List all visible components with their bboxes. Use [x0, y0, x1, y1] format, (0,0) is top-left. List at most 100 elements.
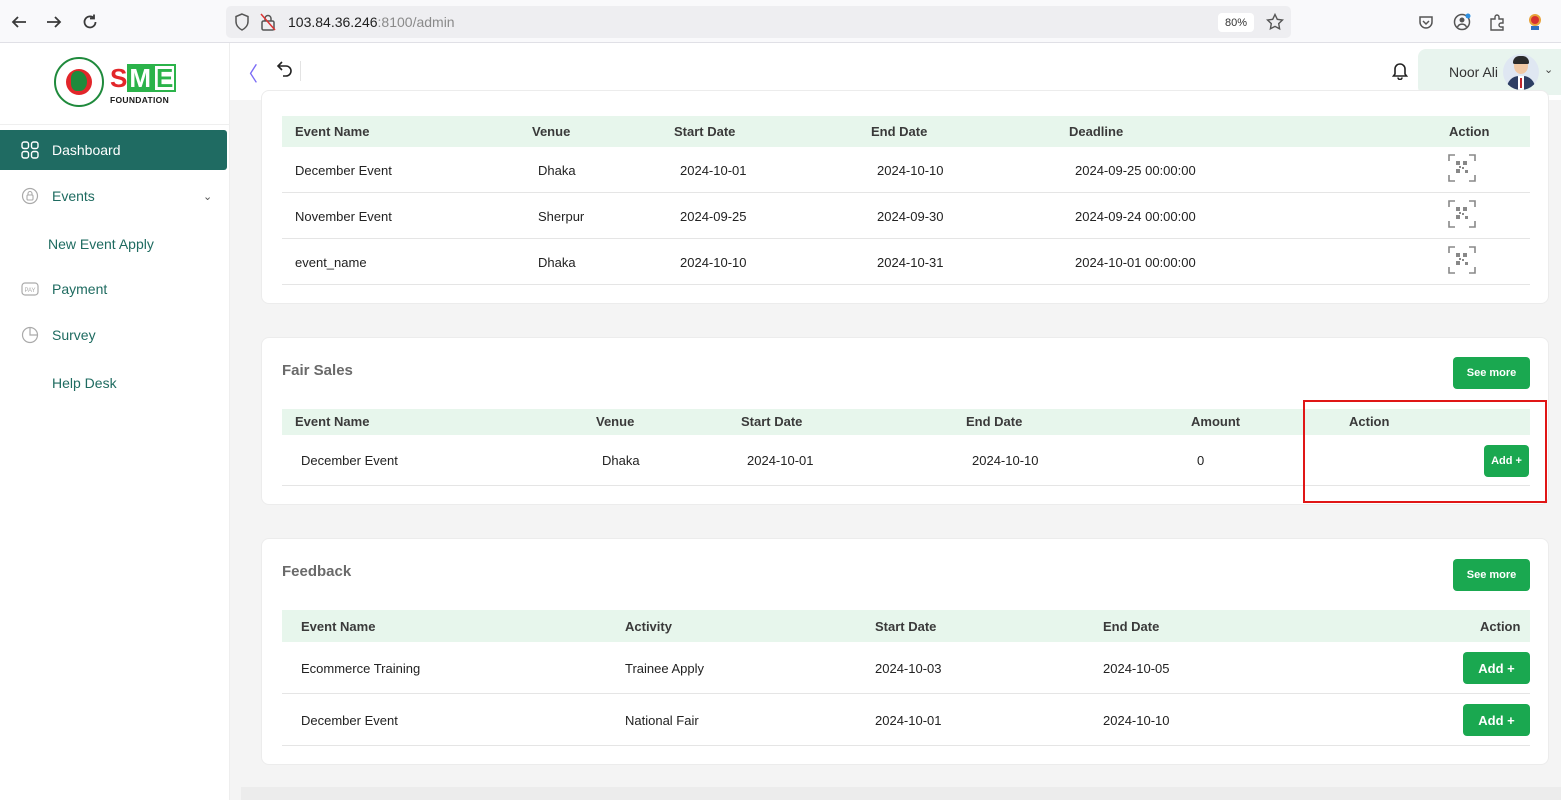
sme-wordmark: S M E [110, 64, 177, 92]
feedback-card: Feedback See more Event Name Activity St… [261, 538, 1549, 765]
cell-end-date: 2024-10-10 [972, 453, 1039, 468]
add-button[interactable]: Add + [1463, 704, 1530, 736]
table-row: November Event Sherpur 2024-09-25 2024-0… [282, 193, 1530, 239]
logo-foundation-text: FOUNDATION [110, 95, 170, 105]
cell-start-date: 2024-10-01 [875, 713, 942, 728]
column-header: End Date [1103, 619, 1160, 634]
sidebar-item-label: Dashboard [52, 142, 121, 158]
chevron-down-icon[interactable]: ⌄ [1544, 64, 1554, 76]
zoom-level[interactable]: 80% [1218, 13, 1254, 32]
user-menu[interactable]: Noor Ali ⌄ [1418, 49, 1561, 95]
table-row: December Event Dhaka 2024-10-01 2024-10-… [282, 435, 1530, 486]
see-more-button[interactable]: See more [1453, 559, 1530, 591]
qr-code-icon[interactable] [1447, 199, 1477, 229]
main-content: Event Name Venue Start Date End Date Dea… [241, 90, 1561, 800]
logo-letter-e: E [153, 64, 177, 92]
payment-icon: PAY [20, 279, 40, 299]
table-row: Ecommerce Training Trainee Apply 2024-10… [282, 642, 1530, 694]
column-header: Event Name [301, 619, 376, 634]
account-icon[interactable] [1451, 11, 1473, 33]
column-header: Action [1449, 124, 1490, 139]
sidebar-item-label: Payment [52, 281, 108, 297]
see-more-button[interactable]: See more [1453, 357, 1530, 389]
cell-event-name: December Event [295, 163, 392, 178]
avatar [1503, 54, 1539, 90]
cell-start-date: 2024-09-25 [680, 209, 747, 224]
sidebar-item-payment[interactable]: PAY Payment [0, 269, 230, 309]
add-button[interactable]: Add + [1484, 445, 1529, 477]
cell-deadline: 2024-10-01 00:00:00 [1075, 255, 1196, 270]
column-header: End Date [966, 414, 1023, 429]
reload-icon[interactable] [79, 11, 101, 33]
qr-code-icon[interactable] [1447, 153, 1477, 183]
cell-start-date: 2024-10-10 [680, 255, 747, 270]
extension-badge-icon[interactable] [1524, 11, 1546, 33]
header-divider [300, 61, 301, 81]
bell-icon[interactable] [1390, 60, 1412, 82]
cell-amount: 0 [1197, 453, 1205, 468]
forward-arrow-icon[interactable] [43, 11, 65, 33]
sidebar-item-dashboard[interactable]: Dashboard [0, 130, 227, 170]
column-header: Venue [532, 124, 571, 139]
sidebar-item-help-desk[interactable]: Help Desk [52, 375, 117, 391]
qr-code-icon[interactable] [1447, 245, 1477, 275]
url-text: 103.84.36.246:8100/admin [288, 14, 455, 30]
cell-venue: Sherpur [538, 209, 585, 224]
sidebar-item-label: Events [52, 188, 95, 204]
cell-start-date: 2024-10-03 [875, 661, 942, 676]
url-path: :8100/admin [377, 14, 455, 30]
sidebar-item-new-event-apply[interactable]: New Event Apply [48, 236, 154, 252]
chevron-down-icon[interactable]: ⌄ [203, 190, 213, 203]
pocket-icon[interactable] [1415, 11, 1437, 33]
collapse-sidebar-icon[interactable]: 〈 [238, 64, 258, 86]
column-header: Action [1349, 414, 1390, 429]
column-header: Amount [1191, 414, 1241, 429]
bookmark-star-icon[interactable] [1265, 12, 1285, 31]
address-bar[interactable]: 103.84.36.246:8100/admin 80% [226, 6, 1291, 38]
table-row: event_name Dhaka 2024-10-10 2024-10-31 2… [282, 239, 1530, 285]
cell-end-date: 2024-10-10 [1103, 713, 1170, 728]
cell-venue: Dhaka [538, 163, 576, 178]
card-title: Feedback [282, 563, 352, 580]
highlight-annotation [1303, 400, 1547, 503]
url-host: 103.84.36.246 [288, 14, 378, 30]
cell-event-name: event_name [295, 255, 367, 270]
events-table-header: Event Name Venue Start Date End Date Dea… [282, 116, 1530, 147]
table-row: December Event National Fair 2024-10-01 … [282, 694, 1530, 746]
grid-icon [20, 140, 40, 160]
undo-back-icon[interactable] [276, 59, 298, 81]
column-header: Activity [625, 619, 672, 634]
cell-end-date: 2024-10-10 [877, 163, 944, 178]
sidebar: S M E FOUNDATION Dashboard Events ⌄ New … [0, 43, 230, 800]
column-header: Event Name [295, 414, 370, 429]
cell-event-name: December Event [301, 453, 398, 468]
sidebar-item-events[interactable]: Events ⌄ [0, 176, 230, 216]
sidebar-item-survey[interactable]: Survey [0, 315, 230, 355]
lock-circle-icon [20, 186, 40, 206]
cell-deadline: 2024-09-25 00:00:00 [1075, 163, 1196, 178]
logo[interactable]: S M E FOUNDATION [0, 43, 230, 125]
sidebar-item-label: Survey [52, 327, 96, 343]
user-name: Noor Ali [1449, 64, 1499, 80]
cell-event-name: December Event [301, 713, 398, 728]
column-header: Start Date [674, 124, 736, 139]
column-header: Venue [596, 414, 635, 429]
cell-end-date: 2024-10-05 [1103, 661, 1170, 676]
fair-sales-card: Fair Sales See more Event Name Venue Sta… [261, 337, 1549, 505]
shield-icon[interactable] [234, 13, 252, 31]
cell-start-date: 2024-10-01 [680, 163, 747, 178]
column-header: Deadline [1069, 124, 1124, 139]
cell-venue: Dhaka [538, 255, 576, 270]
column-header: Start Date [875, 619, 937, 634]
fair-sales-table-header: Event Name Venue Start Date End Date Amo… [282, 409, 1530, 435]
back-arrow-icon[interactable] [8, 11, 30, 33]
extensions-icon[interactable] [1486, 11, 1508, 33]
horizontal-scrollbar[interactable] [241, 787, 1561, 800]
pie-chart-icon [20, 325, 40, 345]
insecure-lock-icon[interactable] [260, 13, 278, 31]
table-row: December Event Dhaka 2024-10-01 2024-10-… [282, 147, 1530, 193]
card-title: Fair Sales [282, 362, 353, 379]
add-button[interactable]: Add + [1463, 652, 1530, 684]
column-header: Start Date [741, 414, 803, 429]
government-emblem-icon [54, 57, 104, 107]
